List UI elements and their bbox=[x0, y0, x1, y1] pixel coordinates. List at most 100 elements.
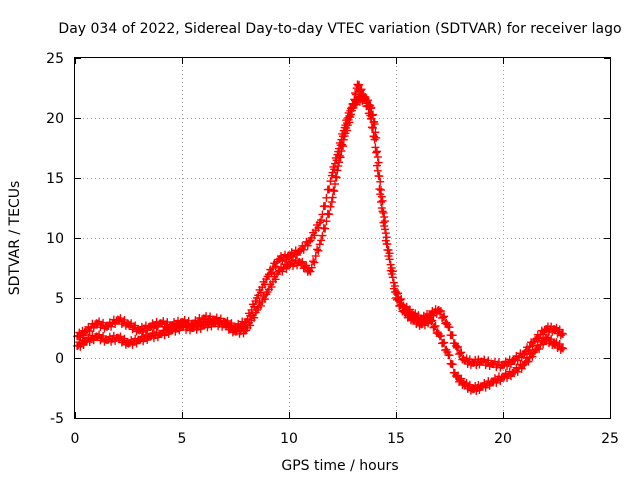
data-point-fill bbox=[328, 193, 337, 202]
data-point bbox=[558, 344, 567, 353]
x-tick-label: 20 bbox=[494, 431, 512, 447]
data-point-fill bbox=[111, 320, 120, 329]
data-point-fill bbox=[116, 332, 125, 341]
data-point-fill bbox=[452, 343, 461, 352]
data-point-fill bbox=[448, 360, 457, 369]
data-point-fill bbox=[297, 259, 306, 268]
data-point-fill bbox=[378, 196, 387, 205]
data-point-fill bbox=[313, 245, 322, 254]
data-point-fill bbox=[129, 323, 138, 332]
data-point-fill bbox=[456, 349, 465, 358]
data-point-fill bbox=[357, 85, 366, 94]
data-point bbox=[377, 186, 386, 194]
data-point bbox=[347, 110, 356, 119]
data-point-fill bbox=[350, 95, 359, 104]
data-point-fill bbox=[397, 300, 406, 309]
data-point-fill bbox=[250, 313, 259, 322]
data-point-fill bbox=[282, 264, 291, 273]
data-point-fill bbox=[227, 322, 236, 331]
data-point-fill bbox=[361, 94, 370, 103]
data-point-fill bbox=[246, 321, 255, 330]
data-point-fill bbox=[430, 322, 439, 331]
data-point-fill bbox=[442, 318, 451, 327]
data-point-fill bbox=[329, 186, 338, 195]
data-point-fill bbox=[373, 153, 382, 161]
data-point-fill bbox=[271, 262, 280, 271]
data-point-fill bbox=[339, 135, 348, 144]
y-ticks: -5 0 5 10 15 20 25 bbox=[46, 51, 610, 427]
data-point-fill bbox=[307, 263, 316, 272]
data-point-fill bbox=[367, 114, 376, 123]
data-point-fill bbox=[314, 246, 323, 255]
data-point-fill bbox=[271, 275, 280, 284]
data-point-fill bbox=[267, 282, 276, 291]
data-point-fill bbox=[119, 336, 128, 345]
data-point-fill bbox=[528, 352, 537, 361]
data-point-fill bbox=[331, 180, 340, 188]
data-point-fill bbox=[381, 217, 390, 226]
data-point-fill bbox=[226, 324, 235, 332]
data-points bbox=[73, 80, 567, 395]
data-point-fill bbox=[351, 89, 360, 98]
data-point-fill bbox=[318, 231, 327, 240]
data-point-fill bbox=[355, 80, 364, 89]
data-point-fill bbox=[335, 158, 344, 167]
data-point-fill bbox=[335, 151, 344, 160]
data-point-fill bbox=[222, 321, 231, 330]
data-point-fill bbox=[309, 257, 318, 266]
data-point-fill bbox=[301, 262, 310, 271]
data-point bbox=[531, 346, 540, 355]
data-point-fill bbox=[445, 351, 454, 360]
data-point-fill bbox=[457, 374, 466, 383]
data-point-fill bbox=[378, 207, 387, 216]
data-point-fill bbox=[337, 147, 346, 155]
data-point-fill bbox=[315, 240, 324, 249]
data-point-fill bbox=[343, 126, 352, 135]
data-point-fill bbox=[356, 86, 365, 95]
data-point-fill bbox=[431, 321, 440, 330]
data-point-fill bbox=[338, 140, 347, 149]
data-point-fill bbox=[345, 118, 354, 127]
data-point-fill bbox=[371, 143, 380, 152]
y-tick-label: 0 bbox=[55, 351, 64, 367]
data-point-fill bbox=[330, 187, 339, 196]
data-point-fill bbox=[325, 210, 334, 219]
data-point-fill bbox=[439, 313, 448, 322]
data-point-fill bbox=[363, 101, 372, 110]
data-point-fill bbox=[388, 273, 397, 282]
data-point-fill bbox=[375, 185, 384, 194]
data-point-fill bbox=[380, 213, 389, 221]
data-point-fill bbox=[435, 307, 444, 316]
data-point-fill bbox=[440, 312, 449, 321]
data-point-fill bbox=[107, 322, 116, 331]
data-point-fill bbox=[310, 231, 319, 240]
data-point-fill bbox=[256, 301, 265, 310]
data-point-fill bbox=[332, 173, 341, 182]
data-point-fill bbox=[325, 185, 334, 194]
data-point-fill bbox=[436, 306, 445, 315]
x-tick-label: 0 bbox=[71, 431, 80, 447]
data-point-fill bbox=[524, 357, 533, 366]
y-tick-label: 20 bbox=[46, 111, 64, 127]
y-tick-label: 25 bbox=[46, 51, 64, 67]
data-point-fill bbox=[382, 233, 391, 242]
data-point-fill bbox=[539, 340, 548, 349]
data-point-fill bbox=[436, 331, 445, 340]
data-point-fill bbox=[382, 240, 391, 248]
data-point-fill bbox=[85, 327, 94, 336]
x-tick-label: 5 bbox=[178, 431, 187, 447]
data-point bbox=[558, 330, 567, 338]
data-point-fill bbox=[374, 171, 383, 180]
data-point-fill bbox=[127, 319, 136, 328]
data-point-fill bbox=[278, 267, 287, 276]
data-point bbox=[377, 198, 386, 206]
data-point-fill bbox=[428, 316, 437, 325]
data-point-fill bbox=[368, 123, 377, 132]
data-point-fill bbox=[223, 319, 232, 328]
data-point-fill bbox=[373, 166, 382, 175]
x-tick-label: 25 bbox=[601, 431, 619, 447]
data-point-fill bbox=[310, 258, 319, 267]
data-point-fill bbox=[331, 172, 340, 181]
chart-title: Day 034 of 2022, Sidereal Day-to-day VTE… bbox=[58, 21, 621, 37]
